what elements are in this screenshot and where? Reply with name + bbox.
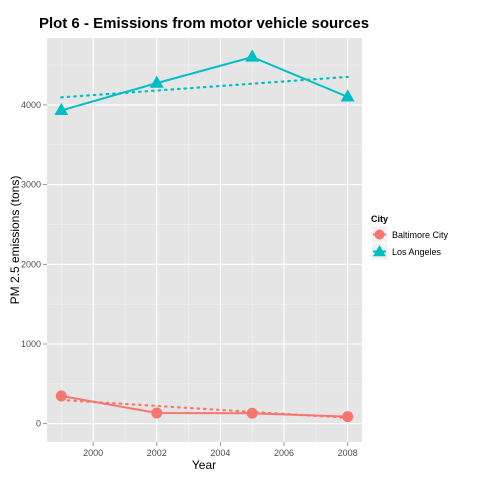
baltimore-city-series-line: [61, 395, 348, 418]
x-axis-title: Year: [192, 458, 216, 472]
y-axis-ticks: 0 1000 2000 3000 4000: [21, 100, 47, 429]
legend-circle-icon: [374, 229, 385, 240]
los-angeles-point: [149, 75, 164, 88]
baltimore-city-trend-line: [60, 398, 349, 419]
data-points: [54, 49, 355, 423]
x-tick-label: 2000: [83, 448, 103, 458]
los-angeles-trend-line: [60, 75, 349, 99]
legend-item-los-angeles: Los Angeles: [370, 242, 442, 261]
x-axis-ticks: 2000 2002 2004 2006 2008: [83, 442, 358, 458]
y-tick-label: 0: [36, 419, 41, 429]
legend-label: Baltimore City: [392, 230, 449, 240]
baltimore-city-point: [342, 411, 354, 423]
los-angeles-point: [54, 102, 69, 116]
legend-triangle-icon: [373, 245, 386, 257]
y-axis-title: PM 2.5 emissions (tons): [8, 176, 22, 305]
x-tick-label: 2008: [338, 448, 358, 458]
chart-title: Plot 6 - Emissions from motor vehicle so…: [39, 15, 369, 32]
los-angeles-point: [245, 49, 260, 62]
x-tick-label: 2002: [147, 448, 167, 458]
baltimore-city-point: [246, 407, 258, 419]
series-lines: [61, 55, 349, 418]
legend: City Baltimore City Los Angeles: [370, 214, 449, 261]
trend-lines: [60, 75, 349, 419]
legend-title: City: [371, 214, 388, 224]
los-angeles-series-line: [61, 55, 349, 112]
y-tick-label: 2000: [21, 259, 41, 269]
y-tick-label: 3000: [21, 180, 41, 190]
baltimore-city-point: [55, 390, 67, 402]
legend-item-baltimore-city: Baltimore City: [370, 225, 449, 244]
legend-label: Los Angeles: [392, 247, 442, 257]
plot-panel: [47, 38, 362, 442]
x-tick-label: 2004: [210, 448, 230, 458]
baltimore-city-point: [151, 407, 163, 419]
y-tick-label: 1000: [21, 339, 41, 349]
major-gridlines: [47, 38, 362, 442]
los-angeles-point: [340, 89, 355, 102]
x-tick-label: 2006: [274, 448, 294, 458]
y-tick-label: 4000: [21, 100, 41, 110]
